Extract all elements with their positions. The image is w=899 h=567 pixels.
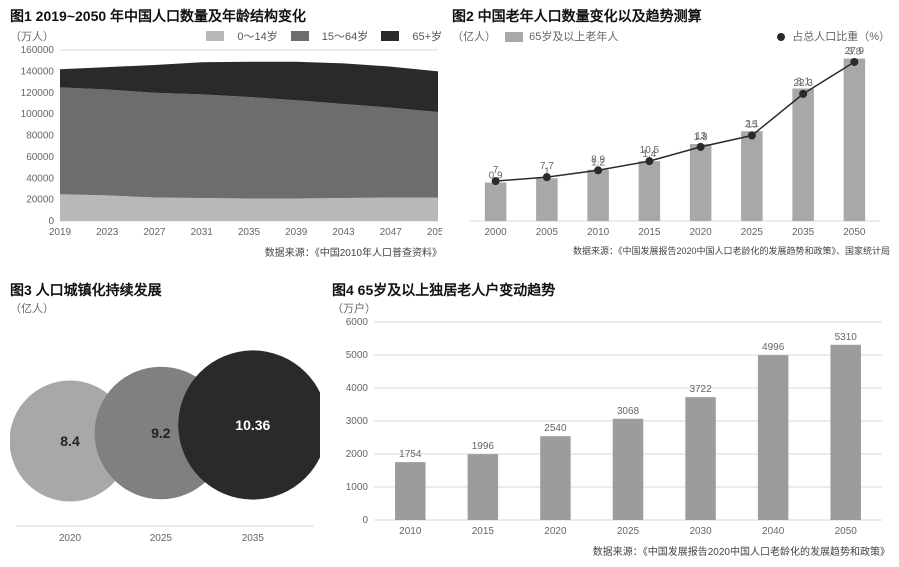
chart3-unit: （亿人） (10, 300, 320, 316)
svg-text:2035: 2035 (238, 227, 261, 238)
svg-text:2050: 2050 (843, 227, 866, 238)
svg-text:1754: 1754 (399, 449, 422, 460)
legend-swatch (206, 31, 224, 41)
svg-text:15: 15 (746, 120, 758, 131)
chart1-area: 0 20000 40000 60000 80000 100000 120000 140000 1… (10, 44, 442, 239)
chart2-panel: 图2 中国老年人口数量变化以及趋势测算 （亿人） 65岁及以上老年人 占总人口比… (452, 6, 890, 257)
chart2-legend-line: 占总人口比重（%） (777, 28, 890, 44)
svg-text:2025: 2025 (150, 533, 173, 544)
svg-text:2047: 2047 (380, 227, 403, 238)
svg-text:22.3: 22.3 (793, 78, 813, 89)
svg-text:160000: 160000 (21, 45, 55, 56)
svg-text:2005: 2005 (536, 227, 559, 238)
svg-text:2050: 2050 (427, 227, 442, 238)
svg-text:2050: 2050 (835, 526, 858, 537)
svg-text:6000: 6000 (346, 317, 369, 328)
svg-text:4996: 4996 (762, 342, 785, 353)
svg-text:2010: 2010 (399, 526, 422, 537)
svg-text:2020: 2020 (59, 533, 82, 544)
svg-text:2025: 2025 (617, 526, 640, 537)
svg-text:2019: 2019 (49, 227, 72, 238)
svg-text:2031: 2031 (191, 227, 214, 238)
chart4-source: 数据来源：《中国发展报告2020中国人口老龄化的发展趋势和政策》 (332, 543, 890, 558)
legend-swatch (505, 32, 523, 42)
svg-text:8.9: 8.9 (591, 154, 605, 165)
svg-text:140000: 140000 (21, 66, 55, 77)
chart2-unit: （亿人） 65岁及以上老年人 (452, 28, 618, 44)
svg-text:2000: 2000 (485, 227, 508, 238)
svg-text:3000: 3000 (346, 416, 369, 427)
svg-text:10.5: 10.5 (640, 145, 660, 156)
svg-text:7: 7 (493, 165, 499, 176)
svg-text:2015: 2015 (638, 227, 661, 238)
svg-text:7.7: 7.7 (540, 161, 554, 172)
chart1-panel: 图1 2019~2050 年中国人口数量及年龄结构变化 （万人） 0～14岁 1… (10, 6, 442, 259)
chart4-title: 图4 65岁及以上独居老人户变动趋势 (332, 280, 890, 300)
svg-text:13: 13 (695, 131, 707, 142)
svg-text:2010: 2010 (587, 227, 610, 238)
chart2-title: 图2 中国老年人口数量变化以及趋势测算 (452, 6, 890, 26)
svg-text:60000: 60000 (26, 152, 54, 163)
svg-text:2035: 2035 (242, 533, 265, 544)
svg-text:2540: 2540 (544, 423, 567, 434)
svg-text:2015: 2015 (472, 526, 495, 537)
svg-text:2027: 2027 (143, 227, 166, 238)
chart2-combo: 0.92000120051.220101.420151.820202.12025… (452, 44, 890, 239)
svg-text:100000: 100000 (21, 109, 55, 120)
chart4-panel: 图4 65岁及以上独居老人户变动趋势 （万户） 0 1000 2000 3000 400… (332, 280, 890, 558)
chart3-panel: 图3 人口城镇化持续发展 （亿人） 8.4 2020 9.2 2025 10.36 203… (10, 280, 320, 566)
svg-text:2043: 2043 (332, 227, 355, 238)
svg-text:80000: 80000 (26, 131, 54, 142)
chart3-bubble: 8.4 2020 9.2 2025 10.36 2035 (10, 316, 320, 561)
svg-text:0: 0 (362, 515, 368, 526)
svg-text:2023: 2023 (96, 227, 119, 238)
svg-text:1996: 1996 (472, 441, 495, 452)
chart1-legend: 0～14岁 15～64岁 65+岁 (196, 28, 442, 44)
chart2-source: 数据来源：《中国发展报告2020中国人口老龄化的发展趋势和政策》、国家统计局 (452, 244, 890, 257)
svg-text:2025: 2025 (741, 227, 764, 238)
svg-text:9.2: 9.2 (151, 425, 171, 441)
svg-text:120000: 120000 (21, 88, 55, 99)
legend-swatch (291, 31, 309, 41)
svg-text:3068: 3068 (617, 406, 640, 417)
svg-text:5310: 5310 (835, 332, 858, 343)
chart1-unit: （万人） (10, 28, 54, 44)
chart1-source: 数据来源：《中国2010年人口普查资料》 (10, 244, 442, 259)
svg-text:0: 0 (48, 216, 54, 227)
svg-text:3722: 3722 (689, 384, 712, 395)
svg-text:2039: 2039 (285, 227, 308, 238)
svg-text:1000: 1000 (346, 482, 369, 493)
svg-text:2040: 2040 (762, 526, 785, 537)
svg-text:2020: 2020 (544, 526, 567, 537)
svg-text:10.36: 10.36 (235, 417, 270, 433)
svg-text:5000: 5000 (346, 350, 369, 361)
chart3-title: 图3 人口城镇化持续发展 (10, 280, 320, 300)
svg-text:2035: 2035 (792, 227, 815, 238)
dot-icon (777, 33, 785, 41)
chart4-unit: （万户） (332, 300, 890, 316)
svg-text:2020: 2020 (690, 227, 713, 238)
svg-text:20000: 20000 (26, 195, 54, 206)
svg-text:27.9: 27.9 (845, 46, 865, 57)
svg-text:8.4: 8.4 (60, 433, 80, 449)
svg-text:40000: 40000 (26, 173, 54, 184)
chart1-title: 图1 2019~2050 年中国人口数量及年龄结构变化 (10, 6, 442, 26)
svg-text:2030: 2030 (689, 526, 712, 537)
chart4-bar: 0 1000 2000 3000 4000 5000 6000 1754 2010 1996 201… (332, 316, 890, 538)
legend-swatch (381, 31, 399, 41)
svg-text:4000: 4000 (346, 383, 369, 394)
svg-text:2000: 2000 (346, 449, 369, 460)
